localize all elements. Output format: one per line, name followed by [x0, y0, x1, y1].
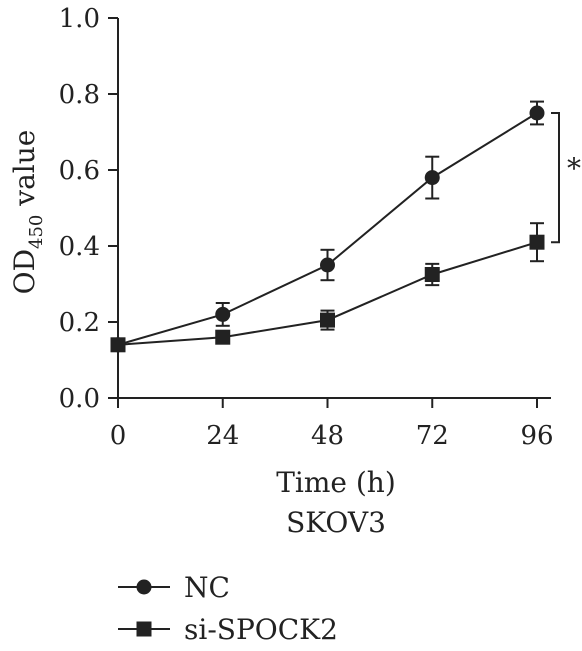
x-tick-label: 72: [416, 421, 449, 451]
y-tick-label: 0.6: [59, 156, 100, 186]
legend-label: NC: [184, 571, 230, 604]
data-point-si-spock2: [529, 234, 545, 250]
data-point-nc: [424, 170, 440, 186]
legend-label: si-SPOCK2: [184, 613, 338, 646]
x-tick-label: 24: [206, 421, 239, 451]
x-axis-label: Time (h): [276, 466, 396, 499]
axes: 0.0 0.2 0.4 0.6 0.8 1.0 0 24 48 72 96: [59, 4, 554, 451]
legend-marker-circle: [136, 579, 152, 595]
data-point-nc: [529, 105, 545, 121]
chart-subtitle: SKOV3: [286, 506, 386, 539]
y-axis-label-subscript: 450: [26, 215, 47, 249]
y-tick-label: 1.0: [59, 4, 100, 34]
y-axis-label-tail: value: [8, 130, 41, 215]
x-tick-label: 48: [311, 421, 344, 451]
significance-marker: *: [567, 152, 581, 185]
x-tick-label: 0: [110, 421, 127, 451]
y-tick-label: 0.2: [59, 308, 100, 338]
significance-bracket: [551, 112, 560, 244]
plot-series: [110, 100, 560, 353]
data-point-si-spock2: [215, 329, 231, 345]
x-tick-label: 96: [520, 421, 553, 451]
data-point-si-spock2: [424, 267, 440, 282]
data-point-nc: [215, 306, 231, 322]
legend: NC si-SPOCK2: [118, 571, 338, 646]
data-point-si-spock2: [110, 337, 126, 353]
data-point-nc: [320, 257, 335, 273]
y-tick-label: 0.4: [59, 232, 100, 262]
y-tick-label: 0.8: [59, 80, 100, 110]
data-point-si-spock2: [320, 312, 335, 328]
y-axis-label-main: OD: [8, 249, 41, 294]
y-axis-label: OD450 value: [8, 130, 47, 295]
legend-marker-square: [136, 621, 152, 637]
y-tick-label: 0.0: [59, 384, 100, 414]
